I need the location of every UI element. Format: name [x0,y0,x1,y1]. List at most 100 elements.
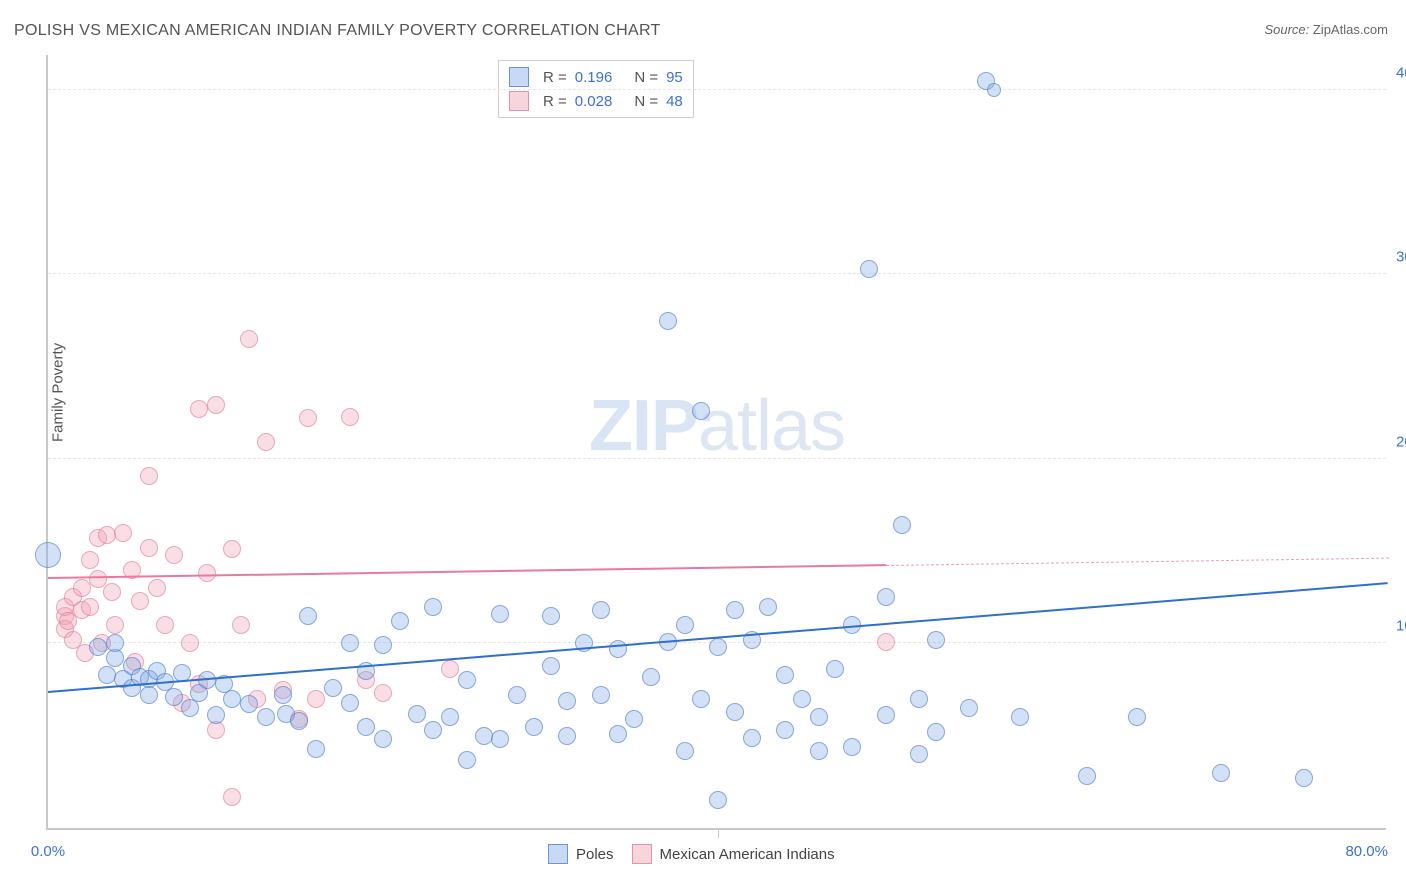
data-point [374,730,392,748]
n-label: N = [634,69,658,86]
data-point [692,690,710,708]
n-label: N = [634,93,658,110]
data-point [726,703,744,721]
series-legend: PolesMexican American Indians [548,844,835,864]
data-point [525,718,543,736]
data-point [927,723,945,741]
data-point [458,751,476,769]
data-point [274,686,292,704]
data-point [508,686,526,704]
data-point [81,551,99,569]
data-point [35,542,61,568]
data-point [441,660,459,678]
data-point [299,607,317,625]
data-point [106,616,124,634]
data-point [98,666,116,684]
data-point [491,730,509,748]
x-tick [718,828,719,838]
y-tick-label: 40.0% [1396,64,1406,81]
data-point [592,686,610,704]
trend-line [885,558,1388,566]
gridline [48,273,1386,274]
data-point [307,690,325,708]
watermark-atlas: atlas [698,386,845,466]
data-point [692,402,710,420]
data-point [198,564,216,582]
n-value: 48 [666,93,683,110]
chart-title: POLISH VS MEXICAN AMERICAN INDIAN FAMILY… [14,22,661,40]
data-point [893,516,911,534]
data-point [1011,708,1029,726]
data-point [140,467,158,485]
data-point [324,679,342,697]
data-point [960,699,978,717]
data-point [114,524,132,542]
data-point [257,708,275,726]
data-point [475,727,493,745]
data-point [860,260,878,278]
legend-item: Poles [548,844,614,864]
x-tick-label-max: 80.0% [1345,843,1388,860]
data-point [341,634,359,652]
data-point [709,791,727,809]
data-point [877,706,895,724]
data-point [391,612,409,630]
source-label: Source: [1264,22,1312,37]
data-point [558,692,576,710]
data-point [558,727,576,745]
data-point [240,695,258,713]
y-tick-label: 20.0% [1396,433,1406,450]
r-label: R = [543,69,567,86]
data-point [424,721,442,739]
data-point [307,740,325,758]
data-point [223,788,241,806]
legend-swatch [632,844,652,864]
data-point [877,588,895,606]
legend-swatch [509,91,529,111]
data-point [759,598,777,616]
data-point [140,686,158,704]
data-point [148,579,166,597]
data-point [609,640,627,658]
data-point [676,742,694,760]
data-point [357,718,375,736]
n-value: 95 [666,69,683,86]
legend-swatch [548,844,568,864]
data-point [987,83,1001,97]
gridline [48,89,1386,90]
data-point [408,705,426,723]
legend-stats-row: R =0.028N =48 [509,89,683,113]
data-point [240,330,258,348]
trend-line [48,564,886,579]
data-point [223,540,241,558]
data-point [642,668,660,686]
data-point [98,526,116,544]
data-point [424,598,442,616]
r-value: 0.196 [575,69,613,86]
plot-area: Family Poverty ZIPatlas R =0.196N =95R =… [46,55,1386,830]
data-point [1128,708,1146,726]
data-point [223,690,241,708]
data-point [165,688,183,706]
y-tick-label: 30.0% [1396,249,1406,266]
data-point [843,738,861,756]
data-point [1295,769,1313,787]
watermark: ZIPatlas [589,385,845,467]
watermark-zip: ZIP [589,386,698,466]
data-point [299,409,317,427]
data-point [877,633,895,651]
data-point [165,546,183,564]
data-point [374,636,392,654]
data-point [1212,764,1230,782]
data-point [232,616,250,634]
data-point [676,616,694,634]
data-point [793,690,811,708]
data-point [542,607,560,625]
data-point [190,400,208,418]
data-point [542,657,560,675]
data-point [810,742,828,760]
data-point [73,579,91,597]
data-point [743,729,761,747]
x-tick-label-min: 0.0% [31,843,65,860]
data-point [625,710,643,728]
